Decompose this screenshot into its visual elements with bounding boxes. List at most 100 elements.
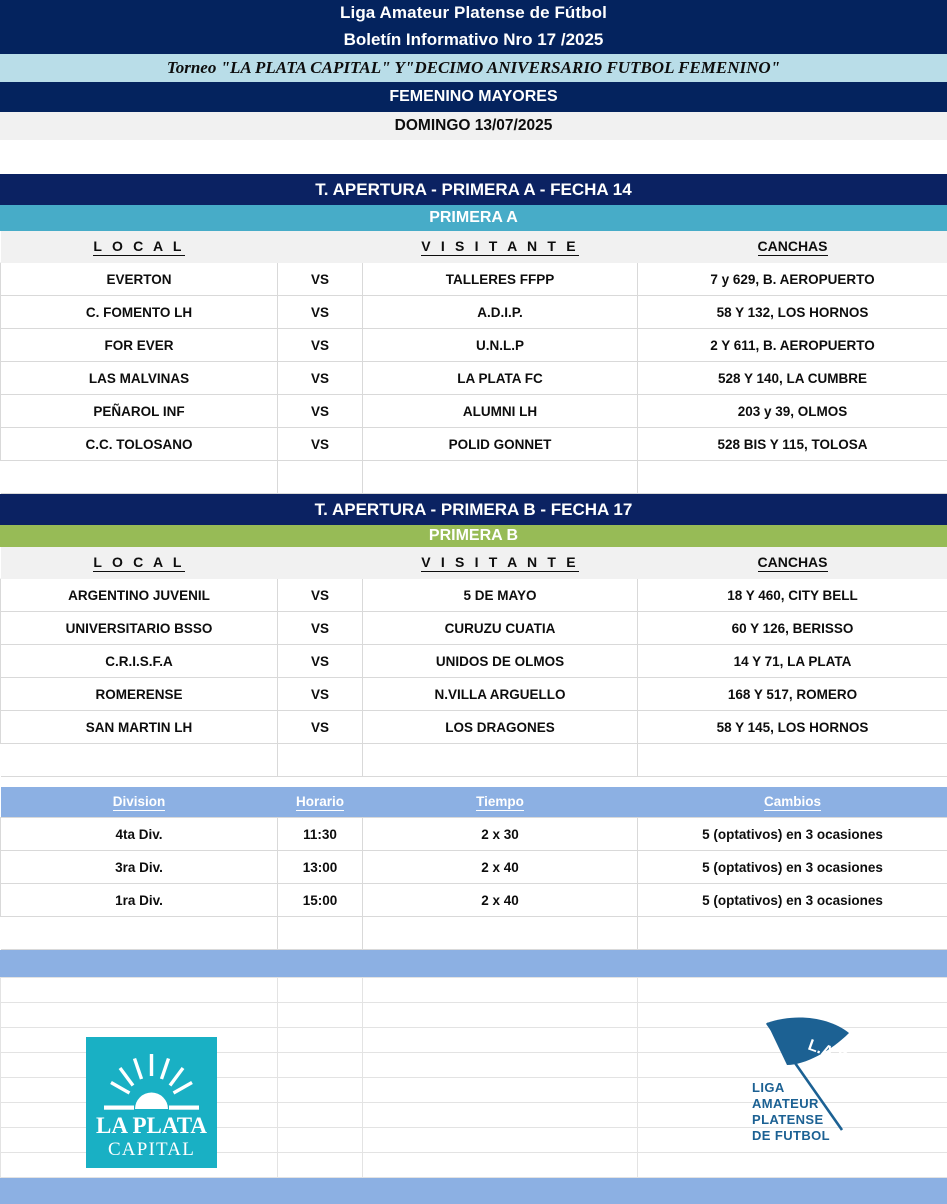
- la-plata-capital-logo: LA PLATA CAPITAL: [86, 1037, 217, 1168]
- grid-cell: [278, 1078, 363, 1103]
- spacer-cell: [1, 744, 278, 777]
- logo-line2: CAPITAL: [108, 1139, 195, 1160]
- logo-line1: LA PLATA: [96, 1113, 207, 1138]
- spacer-cell: [363, 461, 638, 494]
- table-row: 4ta Div. 11:30 2 x 30 5 (optativos) en 3…: [1, 818, 947, 851]
- table-row: LAS MALVINAS VS LA PLATA FC 528 Y 140, L…: [1, 362, 947, 395]
- table-row: EVERTON VS TALLERES FFPP 7 y 629, B. AER…: [1, 263, 947, 296]
- cell-local: EVERTON: [1, 263, 278, 296]
- column-header-row: L O C A L V I S I T A N T E CANCHAS: [1, 547, 947, 579]
- cell-local: UNIVERSITARIO BSSO: [1, 612, 278, 645]
- table-row: C. FOMENTO LH VS A.D.I.P. 58 Y 132, LOS …: [1, 296, 947, 329]
- schedule-header-tiempo: Tiempo: [363, 787, 638, 818]
- grid-cell: [278, 1103, 363, 1128]
- grid-cell: [1, 1003, 278, 1028]
- section-banner-primera-b: T. APERTURA - PRIMERA B - FECHA 17: [0, 494, 947, 525]
- table-row: 1ra Div. 15:00 2 x 40 5 (optativos) en 3…: [1, 884, 947, 917]
- column-header-vs: [278, 231, 363, 263]
- cell-vs: VS: [278, 428, 363, 461]
- cell-local: LAS MALVINAS: [1, 362, 278, 395]
- table-spacer-row: [1, 917, 947, 950]
- cell-cancha: 14 Y 71, LA PLATA: [638, 645, 947, 678]
- table-row: SAN MARTIN LH VS LOS DRAGONES 58 Y 145, …: [1, 711, 947, 744]
- cell-division: 4ta Div.: [1, 818, 278, 851]
- schedule-header-row: Division Horario Tiempo Cambios: [1, 787, 947, 818]
- match-date: DOMINGO 13/07/2025: [0, 112, 947, 140]
- cell-division: 3ra Div.: [1, 851, 278, 884]
- header-spacer-2: [0, 152, 947, 174]
- cell-cancha: 7 y 629, B. AEROPUERTO: [638, 263, 947, 296]
- grid-cell: [363, 1028, 638, 1053]
- cell-cancha: 528 BIS Y 115, TOLOSA: [638, 428, 947, 461]
- spacer-cell: [638, 917, 947, 950]
- grid-cell: [278, 1153, 363, 1178]
- section-primera-b: T. APERTURA - PRIMERA B - FECHA 17 PRIME…: [0, 494, 947, 777]
- lap-line1: LIGA: [752, 1080, 830, 1096]
- cell-vs: VS: [278, 711, 363, 744]
- cell-visitante: POLID GONNET: [363, 428, 638, 461]
- cell-visitante: TALLERES FFPP: [363, 263, 638, 296]
- spacer-cell: [638, 461, 947, 494]
- column-header-local: L O C A L: [1, 547, 278, 579]
- cell-vs: VS: [278, 362, 363, 395]
- cell-tiempo: 2 x 40: [363, 884, 638, 917]
- cell-local: C. FOMENTO LH: [1, 296, 278, 329]
- division-label-primera-b: PRIMERA B: [0, 525, 947, 547]
- cell-visitante: CURUZU CUATIA: [363, 612, 638, 645]
- table-row: PEÑAROL INF VS ALUMNI LH 203 y 39, OLMOS: [1, 395, 947, 428]
- cell-vs: VS: [278, 645, 363, 678]
- schedule-header-division: Division: [1, 787, 278, 818]
- column-header-canchas: CANCHAS: [638, 231, 947, 263]
- cell-tiempo: 2 x 30: [363, 818, 638, 851]
- table-row: ROMERENSE VS N.VILLA ARGUELLO 168 Y 517,…: [1, 678, 947, 711]
- lap-line4: DE FUTBOL: [752, 1128, 830, 1144]
- cell-cancha: 203 y 39, OLMOS: [638, 395, 947, 428]
- column-header-local: L O C A L: [1, 231, 278, 263]
- column-header-canchas: CANCHAS: [638, 547, 947, 579]
- cell-cancha: 18 Y 460, CITY BELL: [638, 579, 947, 612]
- schedule-table: Division Horario Tiempo Cambios 4ta Div.…: [0, 787, 947, 950]
- spacer-cell: [1, 461, 278, 494]
- grid-cell: [278, 1028, 363, 1053]
- cell-local: C.R.I.S.F.A: [1, 645, 278, 678]
- spacer-cell: [638, 744, 947, 777]
- cell-cancha: 168 Y 517, ROMERO: [638, 678, 947, 711]
- tournament-name: Torneo "LA PLATA CAPITAL" Y"DECIMO ANIVE…: [0, 54, 947, 82]
- grid-cell: [363, 978, 638, 1003]
- section-gap: [0, 777, 947, 787]
- cell-local: FOR EVER: [1, 329, 278, 362]
- cell-cambios: 5 (optativos) en 3 ocasiones: [638, 884, 947, 917]
- cell-local: ARGENTINO JUVENIL: [1, 579, 278, 612]
- grid-cell: [363, 1128, 638, 1153]
- divider-band-top: [0, 950, 947, 977]
- section-primera-a: T. APERTURA - PRIMERA A - FECHA 14 PRIME…: [0, 174, 947, 494]
- logo-sheet-area: LA PLATA CAPITAL L.A.P. LIGA AMATEUR PLA…: [0, 977, 947, 1178]
- column-header-visitante: V I S I T A N T E: [363, 547, 638, 579]
- sunrise-icon: LA PLATA CAPITAL: [86, 1037, 217, 1168]
- table-row: 3ra Div. 13:00 2 x 40 5 (optativos) en 3…: [1, 851, 947, 884]
- cell-tiempo: 2 x 40: [363, 851, 638, 884]
- grid-cell: [363, 1053, 638, 1078]
- cell-visitante: UNIDOS DE OLMOS: [363, 645, 638, 678]
- fixtures-table-primera-b: L O C A L V I S I T A N T E CANCHAS ARGE…: [0, 547, 947, 777]
- league-title: Liga Amateur Platense de Fútbol: [0, 0, 947, 26]
- cell-horario: 13:00: [278, 851, 363, 884]
- cell-visitante: LA PLATA FC: [363, 362, 638, 395]
- cell-local: SAN MARTIN LH: [1, 711, 278, 744]
- spacer-cell: [278, 917, 363, 950]
- cell-cambios: 5 (optativos) en 3 ocasiones: [638, 851, 947, 884]
- cell-visitante: A.D.I.P.: [363, 296, 638, 329]
- table-row: C.R.I.S.F.A VS UNIDOS DE OLMOS 14 Y 71, …: [1, 645, 947, 678]
- cell-division: 1ra Div.: [1, 884, 278, 917]
- cell-local: ROMERENSE: [1, 678, 278, 711]
- grid-cell: [278, 1128, 363, 1153]
- cell-vs: VS: [278, 263, 363, 296]
- cell-visitante: ALUMNI LH: [363, 395, 638, 428]
- cell-horario: 15:00: [278, 884, 363, 917]
- lap-line3: PLATENSE: [752, 1112, 830, 1128]
- spacer-cell: [363, 917, 638, 950]
- grid-cell: [278, 1003, 363, 1028]
- page-header: Liga Amateur Platense de Fútbol Boletín …: [0, 0, 947, 174]
- cell-local: C.C. TOLOSANO: [1, 428, 278, 461]
- fixtures-table-primera-a: L O C A L V I S I T A N T E CANCHAS EVER…: [0, 231, 947, 494]
